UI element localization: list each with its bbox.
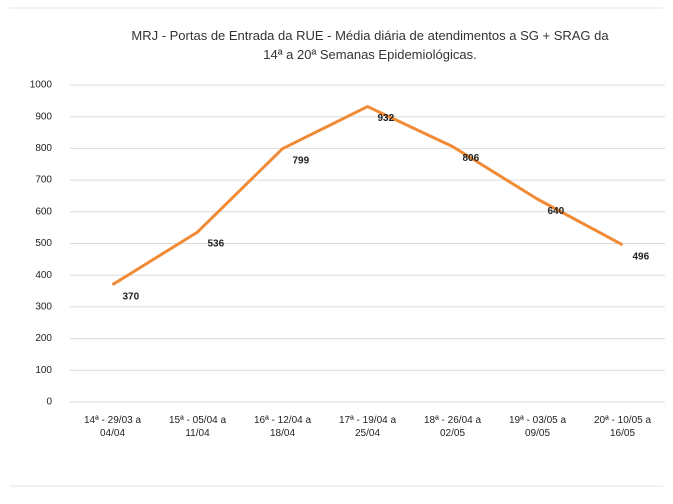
data-label: 496 — [633, 251, 650, 262]
y-tick-label: 600 — [35, 206, 52, 217]
x-tick-label: 16ª - 12/04 a 18/04 — [253, 415, 312, 439]
y-tick-label: 800 — [35, 143, 52, 154]
x-tick-label: 14ª - 29/03 a 04/04 — [83, 415, 142, 439]
x-tick-label: 17ª - 19/04 a 25/04 — [338, 415, 397, 439]
chart-title: MRJ - Portas de Entrada da RUE - Média d… — [131, 28, 609, 62]
y-tick-label: 0 — [46, 397, 52, 408]
data-label: 640 — [548, 206, 565, 217]
y-tick-label: 1000 — [30, 80, 53, 91]
y-tick-label: 400 — [35, 270, 52, 281]
x-tick-label: 15ª - 05/04 a 11/04 — [168, 415, 227, 439]
y-tick-label: 200 — [35, 333, 52, 344]
y-tick-label: 500 — [35, 238, 52, 249]
data-label: 806 — [463, 153, 480, 164]
line — [111, 105, 624, 286]
y-tick-label: 900 — [35, 111, 52, 122]
y-tick-label: 100 — [35, 365, 52, 376]
data-label: 932 — [378, 113, 395, 124]
x-tick-label: 19ª - 03/05 a 09/05 — [508, 415, 567, 439]
data-label: 370 — [123, 291, 140, 302]
x-tick-label: 18ª - 26/04 a 02/05 — [423, 415, 482, 439]
data-label: 799 — [293, 155, 310, 166]
y-tick-label: 300 — [35, 302, 52, 313]
y-tick-label: 700 — [35, 175, 52, 186]
x-tick-label: 20ª - 10/05 a 16/05 — [593, 415, 652, 439]
data-label: 536 — [208, 239, 225, 250]
